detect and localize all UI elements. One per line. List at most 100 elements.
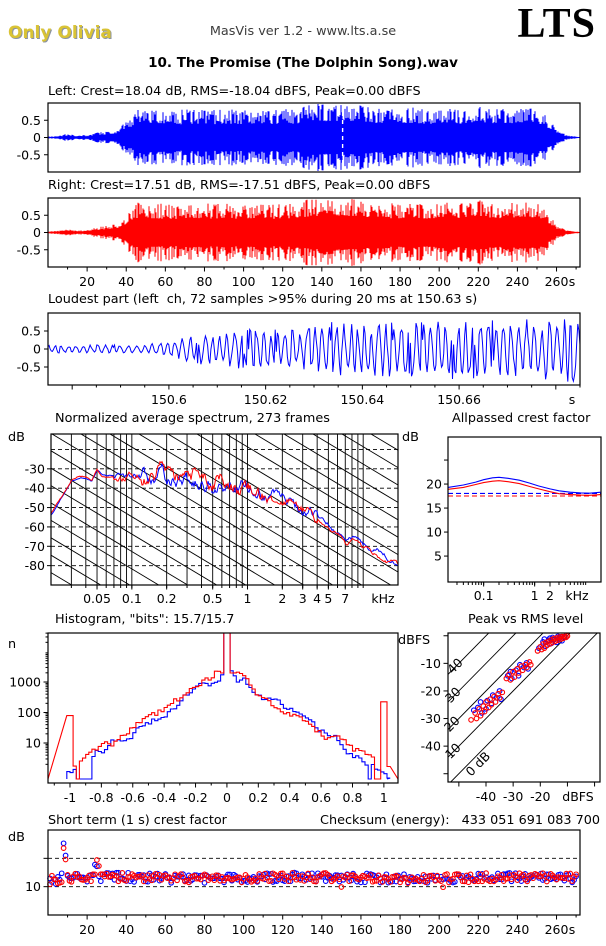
short-term-crest-plot: 10 20 40 60 80 100 120 140 160 180 200 220 240 260 s xyxy=(25,829,581,937)
svg-text:0.5: 0.5 xyxy=(203,591,223,606)
svg-text:-30: -30 xyxy=(503,789,523,804)
svg-text:-40: -40 xyxy=(476,789,496,804)
svg-text:0.5: 0.5 xyxy=(21,208,41,223)
svg-text:-0.8: -0.8 xyxy=(89,790,113,805)
svg-text:-0.6: -0.6 xyxy=(121,790,145,805)
checksum-value: 433 051 691 083 700 xyxy=(461,813,600,828)
right-channel-waveform-plot: 0.5 0 -0.5 20 40 60 80 100 120 140 160 180 200 220 240… xyxy=(17,197,581,289)
svg-text:160: 160 xyxy=(349,274,373,289)
svg-text:160: 160 xyxy=(349,922,373,937)
svg-text:0.5: 0.5 xyxy=(21,113,41,128)
svg-text:100: 100 xyxy=(17,705,41,720)
svg-text:1: 1 xyxy=(531,588,539,603)
svg-text:15: 15 xyxy=(426,501,442,516)
svg-text:5: 5 xyxy=(324,591,332,606)
svg-text:0: 0 xyxy=(33,225,41,240)
allpass-title: Allpassed crest factor xyxy=(452,411,591,426)
svg-text:-10: -10 xyxy=(421,656,441,671)
svg-text:0: 0 xyxy=(33,342,41,357)
svg-text:0: 0 xyxy=(223,790,231,805)
svg-text:150.6: 150.6 xyxy=(151,392,187,407)
spectrum-ylabel: dB xyxy=(8,430,25,445)
histogram-ylabel: n xyxy=(8,637,17,652)
svg-text:220: 220 xyxy=(466,274,490,289)
svg-text:1: 1 xyxy=(244,591,252,606)
svg-text:60: 60 xyxy=(157,274,173,289)
svg-text:30: 30 xyxy=(442,684,464,706)
svg-text:200: 200 xyxy=(427,922,451,937)
svg-text:10: 10 xyxy=(442,740,464,762)
svg-text:kHz: kHz xyxy=(565,588,589,603)
svg-text:80: 80 xyxy=(197,922,213,937)
credit-text: Only Olivia xyxy=(8,23,112,43)
svg-text:dBFS: dBFS xyxy=(562,789,593,804)
left-channel-waveform-plot: 0.5 0 -0.5 xyxy=(17,102,581,173)
svg-text:20: 20 xyxy=(79,922,95,937)
svg-text:100: 100 xyxy=(232,922,256,937)
svg-text:0.1: 0.1 xyxy=(474,588,494,603)
svg-text:240: 240 xyxy=(505,922,529,937)
svg-text:-80: -80 xyxy=(25,558,45,573)
svg-text:-0.5: -0.5 xyxy=(17,147,41,162)
svg-text:-20: -20 xyxy=(421,683,441,698)
lts-logo: LTS xyxy=(517,1,596,47)
svg-text:40: 40 xyxy=(118,922,134,937)
svg-text:-30: -30 xyxy=(25,461,45,476)
svg-text:40: 40 xyxy=(444,655,466,677)
svg-text:7: 7 xyxy=(341,591,349,606)
svg-text:-60: -60 xyxy=(25,519,45,534)
svg-text:260: 260 xyxy=(545,274,569,289)
svg-text:3: 3 xyxy=(299,591,307,606)
svg-text:0.1: 0.1 xyxy=(122,591,142,606)
svg-text:4: 4 xyxy=(313,591,321,606)
loudest-part-label: Loudest part (left ch, 72 samples >95% d… xyxy=(48,292,478,307)
svg-text:20: 20 xyxy=(79,274,95,289)
svg-text:0.8: 0.8 xyxy=(343,790,363,805)
svg-text:1000: 1000 xyxy=(9,675,41,690)
svg-text:kHz: kHz xyxy=(371,591,395,606)
svg-text:0: 0 xyxy=(33,130,41,145)
svg-text:-50: -50 xyxy=(25,500,45,515)
svg-text:2: 2 xyxy=(278,591,286,606)
svg-text:120: 120 xyxy=(271,922,295,937)
spectrum-and-allpass-plots: -30-40-50-60-70-800.05 0.1 0.2 0.5 1 2 3 4 5 7 kHz… xyxy=(25,433,602,606)
allpass-ylabel: dB xyxy=(402,430,419,445)
svg-text:180: 180 xyxy=(388,922,412,937)
svg-text:0.6: 0.6 xyxy=(311,790,331,805)
svg-text:20: 20 xyxy=(441,713,463,735)
svg-text:10: 10 xyxy=(426,525,442,540)
svg-text:20: 20 xyxy=(426,477,442,492)
peak-vs-rms-title: Peak vs RMS level xyxy=(468,612,584,627)
svg-text:s: s xyxy=(569,274,576,289)
svg-text:0.4: 0.4 xyxy=(280,790,300,805)
svg-text:10: 10 xyxy=(25,879,41,894)
svg-text:260: 260 xyxy=(545,922,569,937)
svg-text:0.05: 0.05 xyxy=(83,591,111,606)
left-channel-stats-label: Left: Crest=18.04 dB, RMS=-18.04 dBFS, P… xyxy=(48,84,421,99)
svg-text:150.64: 150.64 xyxy=(340,392,384,407)
svg-text:10: 10 xyxy=(25,736,41,751)
svg-text:-20: -20 xyxy=(530,789,550,804)
svg-text:1: 1 xyxy=(380,790,388,805)
svg-text:2: 2 xyxy=(546,588,554,603)
svg-text:-0.5: -0.5 xyxy=(17,360,41,375)
svg-text:0.2: 0.2 xyxy=(157,591,177,606)
svg-text:s: s xyxy=(569,392,576,407)
svg-text:-0.2: -0.2 xyxy=(183,790,207,805)
svg-text:-1: -1 xyxy=(64,790,76,805)
right-channel-stats-label: Right: Crest=17.51 dB, RMS=-17.51 dBFS, … xyxy=(48,178,431,193)
svg-text:60: 60 xyxy=(157,922,173,937)
svg-text:-30: -30 xyxy=(421,711,441,726)
svg-text:220: 220 xyxy=(466,922,490,937)
short-term-title: Short term (1 s) crest factor xyxy=(48,813,227,828)
svg-text:140: 140 xyxy=(310,274,334,289)
svg-text:-70: -70 xyxy=(25,539,45,554)
svg-text:200: 200 xyxy=(427,274,451,289)
svg-text:5: 5 xyxy=(434,549,442,564)
svg-text:150.62: 150.62 xyxy=(244,392,288,407)
svg-text:0 dB: 0 dB xyxy=(462,748,493,779)
svg-text:-40: -40 xyxy=(421,739,441,754)
svg-text:80: 80 xyxy=(197,274,213,289)
spectrum-title: Normalized average spectrum, 273 frames xyxy=(55,411,330,426)
